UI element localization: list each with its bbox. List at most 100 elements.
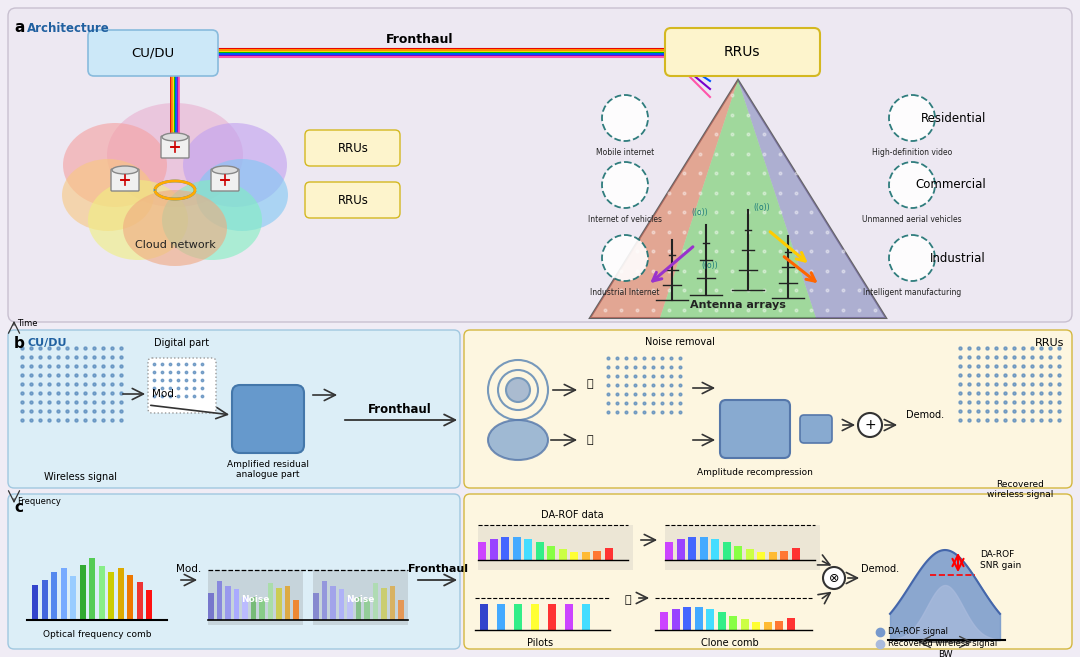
Bar [390,586,395,620]
Bar [89,558,95,620]
Text: DA-ROF signal: DA-ROF signal [888,627,948,637]
Text: Mobile internet: Mobile internet [596,148,654,157]
Bar [683,607,691,630]
FancyBboxPatch shape [313,570,408,625]
Text: Antenna arrays: Antenna arrays [690,300,786,310]
Bar [734,546,742,560]
Text: Commercial: Commercial [915,179,986,191]
Bar [723,542,730,560]
Text: DA-ROF data: DA-ROF data [541,510,604,520]
Bar [330,586,336,620]
FancyBboxPatch shape [478,525,633,570]
Text: Time: Time [17,319,38,328]
Bar [752,622,760,630]
Bar [373,583,378,620]
Text: Wireless signal: Wireless signal [43,472,117,482]
FancyBboxPatch shape [148,358,216,413]
Text: RRUs: RRUs [724,45,760,59]
Bar [242,597,247,620]
Circle shape [889,162,935,208]
FancyBboxPatch shape [8,8,1072,322]
Bar [60,568,67,620]
Bar [338,589,345,620]
Bar [676,539,685,560]
Bar [660,612,669,630]
Bar [745,549,754,560]
Circle shape [889,235,935,281]
Bar [570,552,578,560]
Text: Amplitude recompression: Amplitude recompression [697,468,813,477]
Text: Fronthaul: Fronthaul [387,33,454,46]
Bar [497,604,505,630]
Polygon shape [738,80,886,318]
Text: Fronthaul: Fronthaul [408,564,468,574]
FancyBboxPatch shape [800,415,832,443]
Ellipse shape [162,133,188,141]
FancyBboxPatch shape [720,400,789,458]
Text: Residential: Residential [920,112,986,124]
Text: Unmanned aerial vehicles: Unmanned aerial vehicles [862,215,962,224]
FancyBboxPatch shape [232,385,303,453]
Text: Demod.: Demod. [906,410,944,420]
Text: High-definition video: High-definition video [872,148,953,157]
Bar [513,537,521,560]
FancyBboxPatch shape [665,28,820,76]
Bar [347,597,352,620]
Bar [524,539,532,560]
Circle shape [823,567,845,589]
Text: ⊗: ⊗ [828,572,839,585]
Text: ((o)): ((o)) [702,261,718,270]
Bar [792,548,799,560]
Text: b: b [14,336,25,351]
FancyBboxPatch shape [305,182,400,218]
Bar [41,580,48,620]
Bar [98,566,105,620]
Text: DA-ROF
SNR gain: DA-ROF SNR gain [980,551,1022,570]
Bar [605,548,612,560]
Ellipse shape [183,123,287,207]
Text: ((o)): ((o)) [754,203,770,212]
Bar [136,582,143,620]
FancyBboxPatch shape [211,169,239,191]
Ellipse shape [195,159,288,231]
Bar [501,537,509,560]
Polygon shape [660,80,816,318]
Ellipse shape [123,190,227,266]
Text: 🔒: 🔒 [586,435,593,445]
Bar [757,552,765,560]
Bar [546,546,555,560]
Text: Industrial: Industrial [930,252,986,265]
Ellipse shape [162,180,262,260]
Text: Noise removal: Noise removal [645,337,715,347]
Text: ((o)): ((o)) [691,208,708,217]
Circle shape [507,378,530,402]
Text: Fronthaul: Fronthaul [368,403,432,416]
Bar [399,600,404,620]
FancyBboxPatch shape [111,169,139,191]
Bar [780,551,788,560]
Text: Recovered wireless signal: Recovered wireless signal [888,639,997,648]
Bar [70,576,76,620]
Circle shape [602,235,648,281]
Text: BW: BW [937,650,953,657]
Bar [558,549,567,560]
Bar [514,604,522,630]
Text: Cloud network: Cloud network [135,240,215,250]
Text: c: c [14,500,23,515]
FancyBboxPatch shape [665,525,820,570]
Text: Mod.: Mod. [176,564,202,574]
Bar [581,552,590,560]
Text: Amplified residual
analogue part: Amplified residual analogue part [227,460,309,480]
Bar [355,597,361,620]
Circle shape [602,162,648,208]
Circle shape [602,95,648,141]
Polygon shape [590,80,738,318]
Bar [672,609,679,630]
Text: 🔒: 🔒 [586,379,593,389]
Text: Demod.: Demod. [861,564,899,574]
Bar [381,588,387,620]
Bar [313,593,319,620]
Text: Noise: Noise [241,595,269,604]
Polygon shape [590,80,886,318]
Text: Clone comb: Clone comb [701,638,759,648]
